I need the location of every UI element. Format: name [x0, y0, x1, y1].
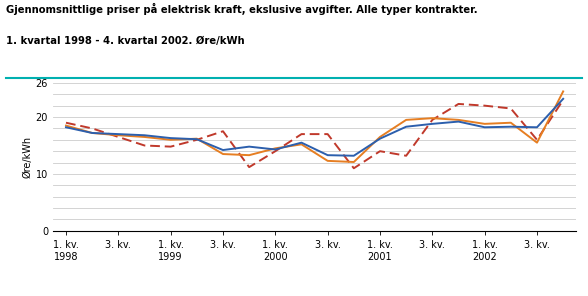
- Y-axis label: Øre/kWh: Øre/kWh: [23, 136, 33, 178]
- Text: 1. kvartal 1998 - 4. kvartal 2002. Øre/kWh: 1. kvartal 1998 - 4. kvartal 2002. Øre/k…: [6, 36, 245, 46]
- Text: Gjennomsnittlige priser på elektrisk kraft, ekslusive avgifter. Alle typer kontr: Gjennomsnittlige priser på elektrisk kra…: [6, 3, 477, 15]
